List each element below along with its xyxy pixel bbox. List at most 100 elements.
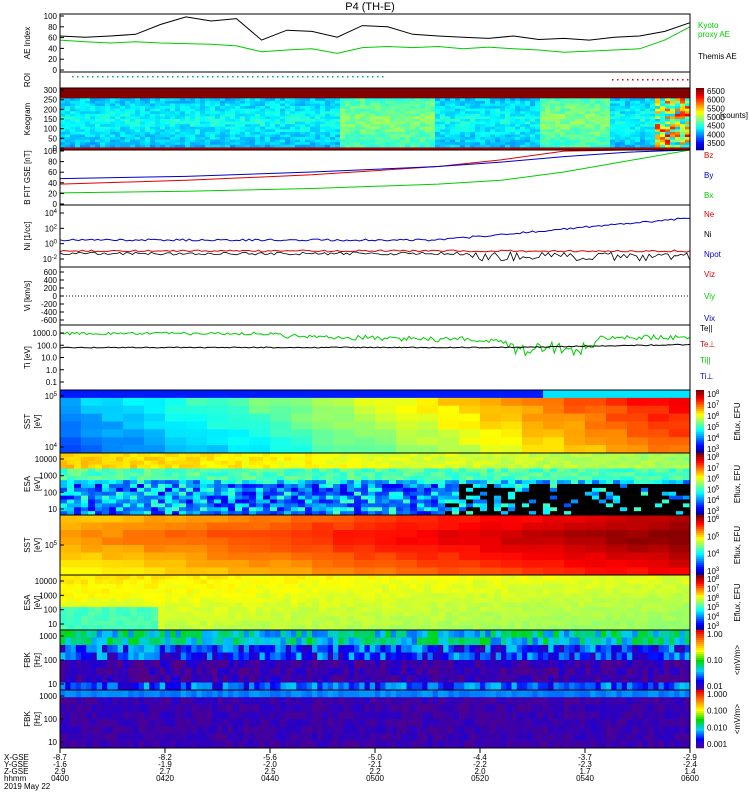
sst_e-cell [585, 390, 607, 399]
keogram-cell [330, 103, 336, 107]
esa_e-cell [564, 464, 572, 469]
keogram-cell [640, 106, 646, 109]
keogram-cell [445, 98, 451, 102]
keogram-cell [475, 88, 481, 91]
keogram-cell [90, 124, 96, 128]
keogram-cell [350, 108, 356, 112]
keogram-cell [375, 147, 381, 151]
keogram-cell [685, 90, 691, 94]
keogram-cell [215, 137, 221, 140]
keogram-cell [365, 142, 371, 146]
keogram-cell [565, 88, 571, 91]
esa_e-cell [319, 464, 327, 469]
legend-npot: Npot [704, 250, 722, 259]
keogram-cell [395, 106, 401, 109]
esa_e-cell [487, 460, 495, 465]
keogram-cell [320, 103, 326, 107]
keogram-cell [250, 134, 256, 138]
keogram-cell [645, 116, 651, 120]
keogram-cell [350, 142, 356, 146]
keogram-cell [430, 93, 436, 97]
esa_e-cell [235, 507, 243, 512]
esa_e-cell [410, 453, 418, 458]
keogram-cell [550, 113, 556, 117]
keogram-cell [430, 129, 436, 133]
keogram-cell [405, 134, 411, 138]
keogram-cell [145, 124, 151, 128]
esa_e-cell [676, 499, 684, 504]
sst_e-cell [312, 413, 334, 422]
keogram-cell [115, 142, 121, 146]
keogram-cell [155, 119, 161, 122]
esa_e-cell [326, 499, 334, 504]
keogram-cell [135, 121, 141, 125]
keogram-cell [625, 111, 631, 115]
keogram-cell [300, 129, 306, 133]
esa_e-cell [662, 503, 670, 508]
esa_e-cell [186, 468, 194, 473]
esa_e-cell [81, 503, 89, 508]
keogram-cell [305, 90, 311, 94]
esa_e-cell [620, 484, 628, 489]
esa_e-cell [522, 460, 530, 465]
keogram-cell [210, 116, 216, 120]
keogram-cell [355, 116, 361, 120]
keogram-cell [160, 106, 166, 109]
keogram-cell [505, 90, 511, 94]
esa_e-cell [634, 476, 642, 481]
keogram-cell [495, 126, 501, 130]
esa_e-cell [536, 484, 544, 489]
keogram-cell [615, 144, 621, 148]
keogram-cell [655, 88, 661, 91]
keogram-cell [270, 144, 276, 148]
esa_e-cell [249, 472, 257, 477]
keogram-cell [645, 142, 651, 146]
esa_e-cell [550, 460, 558, 465]
keogram-cell [625, 95, 631, 99]
plot-title: P4 (TH-E) [345, 1, 395, 13]
keogram-cell [235, 147, 241, 151]
keogram-cell [535, 88, 541, 91]
keogram-cell [405, 124, 411, 128]
keogram-cell [85, 100, 91, 104]
keogram-cell [315, 124, 321, 128]
keogram-cell [560, 137, 566, 140]
esa_e-cell [249, 503, 257, 508]
esa_e-cell [221, 456, 229, 462]
keogram-cell [395, 116, 401, 120]
keogram-cell [490, 134, 496, 138]
esa_e-cell [543, 468, 551, 473]
keogram-cell [670, 134, 676, 138]
keogram-cell [240, 137, 246, 140]
esa_e-cell [662, 456, 670, 462]
keogram-cell [285, 131, 291, 135]
keogram-cell [240, 113, 246, 117]
keogram-cell [600, 100, 606, 104]
keogram-cell [320, 95, 326, 99]
keogram-cell [535, 98, 541, 102]
sst_e-colorbar-cell [696, 392, 704, 395]
keogram-cell [255, 93, 261, 97]
keogram-cell [570, 126, 576, 130]
esa_e-cell [270, 453, 278, 458]
keogram-cell [310, 134, 316, 138]
keogram-cell [530, 119, 536, 122]
keogram-cell [200, 121, 206, 125]
esa_e-cell [438, 472, 446, 477]
esa_e-cell [571, 456, 579, 462]
sst_e-cell [669, 445, 691, 454]
esa_e-cell [284, 495, 292, 500]
keogram-cell [90, 129, 96, 133]
keogram-cell [95, 131, 101, 135]
keogram-cell [200, 131, 206, 135]
esa_e-cell [676, 491, 684, 496]
esa_e-cell [403, 460, 411, 465]
keogram-cell [70, 129, 76, 133]
keogram-cell [465, 116, 471, 120]
keogram-cell [685, 108, 691, 112]
sst_e-cell [354, 390, 376, 399]
esa_e-cell [298, 507, 306, 512]
keogram-cell [670, 93, 676, 97]
esa_e-cell [74, 484, 82, 489]
keogram-cell [675, 144, 681, 148]
